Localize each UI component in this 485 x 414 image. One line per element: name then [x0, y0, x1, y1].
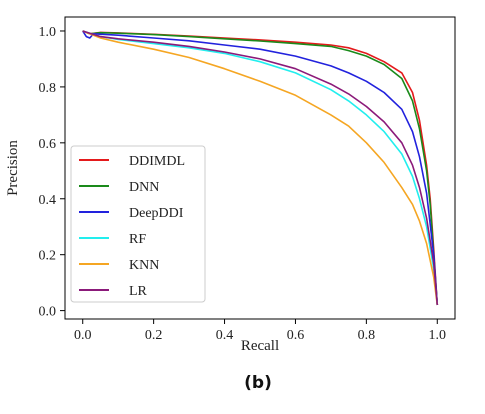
series-line-rf: [82, 30, 439, 306]
legend-label-deepddi: DeepDDI: [129, 206, 184, 221]
legend: DDIMDL DNN DeepDDI RF KNN LR: [70, 145, 206, 303]
y-axis-label: Precision: [5, 140, 21, 196]
tick-layer: 0.0 0.2 0.4 0.6 0.8 1.0 0.0 0.2 0.4 0.6 0.8 1.0: [39, 25, 447, 343]
y-tick-label: 0.2: [39, 249, 57, 264]
legend-label-ddimdl: DDIMDL: [129, 154, 185, 169]
y-tick-label: 0.6: [39, 137, 57, 152]
plot-frame: [64, 16, 456, 320]
x-tick-label: 0.8: [358, 328, 376, 343]
y-tick-label: 0.0: [39, 305, 57, 320]
x-axis-label: Recall: [241, 338, 279, 354]
y-tick-label: 0.8: [39, 81, 57, 96]
series-line-knn: [82, 30, 439, 306]
series-line-lr: [82, 30, 439, 306]
series-line-dnn: [82, 30, 439, 306]
curve-layer: [82, 30, 439, 306]
series-line-deepddi: [82, 30, 439, 306]
figure-caption: (b): [244, 373, 272, 393]
legend-label-dnn: DNN: [129, 180, 159, 195]
legend-label-knn: KNN: [129, 258, 159, 273]
legend-label-rf: RF: [129, 232, 146, 247]
x-tick-label: 0.0: [74, 328, 92, 343]
x-tick-label: 0.6: [287, 328, 305, 343]
x-tick-label: 1.0: [429, 328, 447, 343]
y-tick-label: 1.0: [39, 25, 57, 40]
legend-box: [70, 145, 206, 303]
x-tick-label: 0.4: [216, 328, 234, 343]
legend-label-lr: LR: [129, 284, 148, 299]
y-tick-label: 0.4: [39, 193, 57, 208]
x-tick-label: 0.2: [145, 328, 163, 343]
